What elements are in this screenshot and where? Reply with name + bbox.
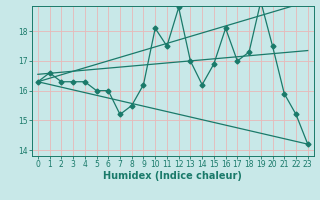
- X-axis label: Humidex (Indice chaleur): Humidex (Indice chaleur): [103, 171, 242, 181]
